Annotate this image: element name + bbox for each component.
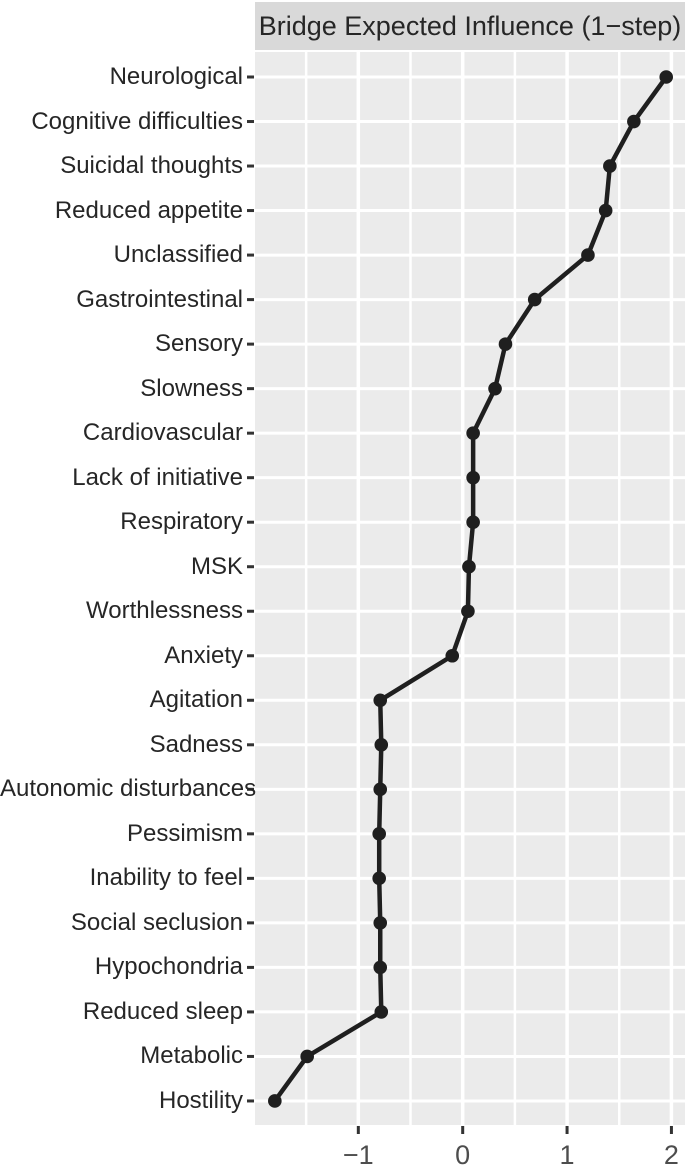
- y-axis-label: Hostility: [158, 1086, 243, 1114]
- y-axis-label: Hypochondria: [94, 953, 243, 981]
- x-axis-label: 2: [663, 1140, 679, 1169]
- data-point: [581, 248, 595, 262]
- data-point: [527, 292, 542, 307]
- data-point: [300, 1049, 314, 1064]
- data-point: [466, 426, 480, 440]
- y-axis-label: Pessimism: [126, 819, 243, 847]
- data-point: [374, 738, 389, 752]
- facet-strip: Bridge Expected Influence (1−step): [255, 2, 685, 50]
- y-axis-label: Lack of initiative: [72, 463, 243, 491]
- y-axis-label: Anxiety: [164, 641, 243, 669]
- data-point: [373, 693, 388, 708]
- data-point: [445, 648, 460, 663]
- y-axis-label: Cardiovascular: [82, 419, 243, 447]
- y-axis-label: Cognitive difficulties: [31, 107, 243, 135]
- y-axis-label: MSK: [190, 552, 243, 580]
- y-axis-label: Autonomic disturbances: [0, 775, 257, 803]
- data-point: [373, 782, 388, 797]
- x-axis-label: −1: [342, 1140, 374, 1169]
- data-point: [466, 470, 480, 485]
- data-point: [462, 559, 476, 574]
- y-axis-label: Sensory: [154, 330, 243, 358]
- y-axis-label: Suicidal thoughts: [60, 152, 243, 180]
- data-point: [372, 871, 386, 886]
- data-point: [373, 916, 388, 930]
- x-axis-label: 1: [559, 1140, 575, 1169]
- data-point: [598, 203, 613, 218]
- data-point: [372, 827, 386, 841]
- y-axis-label: Agitation: [149, 686, 243, 714]
- data-point: [603, 159, 617, 173]
- y-axis-label: Neurological: [109, 63, 243, 90]
- y-axis-label: Unclassified: [113, 241, 243, 269]
- data-point: [461, 604, 475, 619]
- data-point: [268, 1094, 282, 1108]
- y-axis-label: Respiratory: [120, 508, 243, 536]
- data-point: [498, 337, 513, 351]
- data-point: [466, 515, 480, 529]
- data-point: [373, 960, 388, 975]
- data-point: [488, 381, 502, 396]
- y-axis-label: Worthlessness: [86, 597, 243, 625]
- y-axis-label: Reduced appetite: [54, 196, 243, 224]
- data-point: [374, 1005, 389, 1019]
- data-line: [272, 74, 669, 1104]
- y-axis-label: Gastrointestinal: [76, 285, 243, 313]
- y-axis-label: Sadness: [149, 730, 243, 758]
- y-axis-label: Slowness: [140, 374, 243, 402]
- data-point: [627, 114, 641, 129]
- chart-title: Bridge Expected Influence (1−step): [258, 10, 682, 41]
- data-point: [659, 70, 674, 84]
- y-axis-label: Reduced sleep: [82, 997, 243, 1025]
- x-axis-label: 0: [455, 1140, 471, 1169]
- y-axis-label: Social seclusion: [70, 908, 243, 936]
- y-axis-label: Inability to feel: [89, 864, 243, 892]
- y-axis-label: Metabolic: [140, 1042, 243, 1070]
